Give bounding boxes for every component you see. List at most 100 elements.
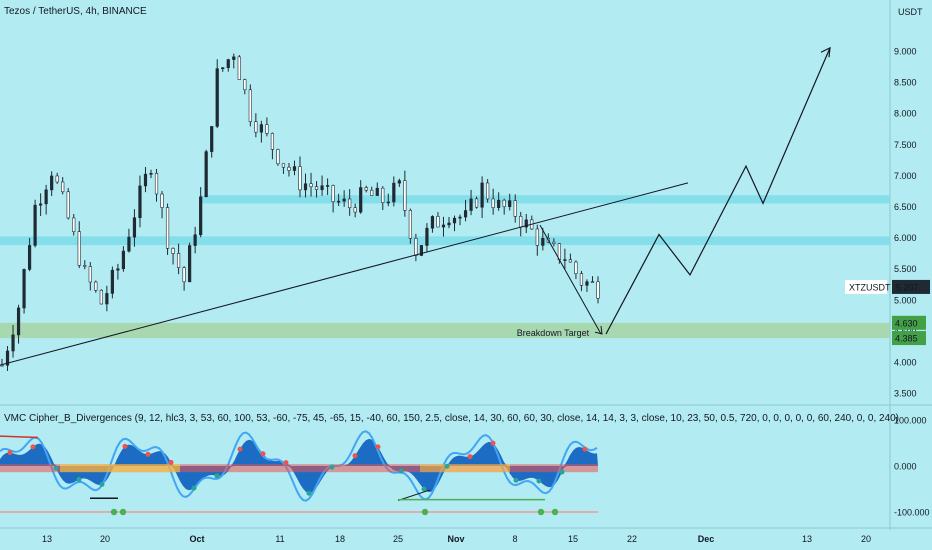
candle-body [397, 180, 401, 184]
candle-body [259, 124, 263, 133]
last-price-bg [892, 279, 930, 294]
candle-body [105, 293, 109, 305]
time-tick-label: Oct [189, 534, 204, 544]
candle-body [154, 173, 159, 195]
candle-body [414, 238, 418, 256]
candle-body [27, 245, 32, 270]
price-tick-label: 5.500 [894, 264, 917, 274]
candle-body [270, 133, 275, 150]
candle-body [72, 217, 76, 232]
candle-body [513, 200, 517, 217]
candle-body [199, 196, 203, 236]
candle-body [425, 227, 429, 246]
signal-dot [168, 459, 174, 465]
candle-body [375, 187, 379, 196]
candle-body [364, 187, 368, 191]
candle-body [99, 289, 103, 305]
candle-body [309, 183, 313, 187]
zero-band-red [0, 464, 598, 473]
signal-dot [122, 443, 128, 449]
candle-body [541, 237, 545, 246]
candle-body [348, 198, 352, 209]
zero-band-yellow-2 [420, 464, 510, 473]
candle-body [132, 217, 137, 238]
grid [0, 0, 932, 530]
signal-dot [260, 451, 266, 457]
candle-body [430, 216, 435, 229]
candle-body [281, 163, 286, 168]
projection-arrow-head [820, 46, 831, 58]
candle-body [458, 216, 462, 219]
candle-body [337, 200, 341, 203]
candle-body [463, 210, 468, 218]
candle-body [210, 126, 214, 152]
signal-dot [582, 446, 588, 452]
breakdown-arrow-line [539, 224, 602, 335]
indicator-title: VMC Cipher_B_Divergences (9, 12, hlc3, 3… [4, 413, 899, 424]
candle-body [563, 259, 567, 261]
candle-body [182, 267, 186, 283]
last-price-value: 5.207 [896, 282, 919, 292]
candle-body [469, 198, 473, 211]
candle-body [221, 67, 225, 70]
candle-body [292, 166, 297, 171]
money-flow-wave-down [0, 466, 598, 494]
buy-dot [110, 508, 118, 516]
signal-dot [375, 444, 381, 450]
price-tick-label: 6.000 [894, 233, 917, 243]
candle-body [237, 56, 241, 80]
time-tick-label: 15 [568, 534, 578, 544]
candle-body [276, 149, 280, 165]
signal-dot [306, 490, 312, 496]
signal-dot [145, 451, 151, 457]
candles [0, 53, 600, 371]
candle-body [265, 124, 269, 134]
signal-dot [30, 444, 36, 450]
candle-body [33, 204, 37, 246]
time-tick-label: 25 [393, 534, 403, 544]
candle-body [579, 273, 584, 286]
candle-body [452, 217, 457, 224]
osc-tick-label: 100.000 [894, 416, 927, 426]
osc-tick-label: 0.000 [894, 462, 917, 472]
signal-dot [7, 450, 13, 456]
signal-dot [444, 463, 450, 469]
candle-body [596, 281, 600, 299]
candle-body [353, 207, 357, 213]
buy-dot [119, 508, 127, 516]
candle-body [436, 216, 440, 228]
signal-dot [467, 454, 473, 460]
divergence-line-2 [397, 489, 431, 501]
candle-body [226, 59, 230, 69]
price-tick-label: 9.000 [894, 47, 917, 57]
time-tick-label: Dec [698, 534, 715, 544]
candle-body [314, 186, 319, 190]
candle-body [127, 236, 131, 252]
candle-body [116, 268, 120, 271]
price-tick-label: 8.500 [894, 78, 917, 88]
price-tick-label: 7.500 [894, 140, 917, 150]
candle-body [392, 182, 396, 203]
breakdown-target-label: Breakdown Target [517, 328, 590, 338]
time-tick-label: Nov [447, 534, 464, 544]
signal-dot [99, 481, 105, 487]
candle-body [497, 199, 501, 208]
breakdown-arrow-head [594, 325, 603, 335]
time-tick-label: 11 [275, 534, 284, 544]
level-tag-label: 4.630 [895, 318, 918, 328]
candle-body [508, 200, 512, 208]
zone-resistance-1 [0, 236, 890, 246]
candle-body [243, 79, 247, 91]
wave-trend-line [0, 430, 598, 502]
candle-body [486, 182, 490, 200]
candle-body [474, 198, 479, 208]
time-tick-label: 13 [802, 534, 812, 544]
zones [0, 195, 890, 339]
candle-body [50, 175, 54, 191]
candle-body [66, 191, 70, 219]
buy-dot [421, 508, 429, 516]
candle-body [88, 266, 92, 283]
rising-trendline [0, 182, 689, 366]
candle-body [447, 222, 451, 226]
